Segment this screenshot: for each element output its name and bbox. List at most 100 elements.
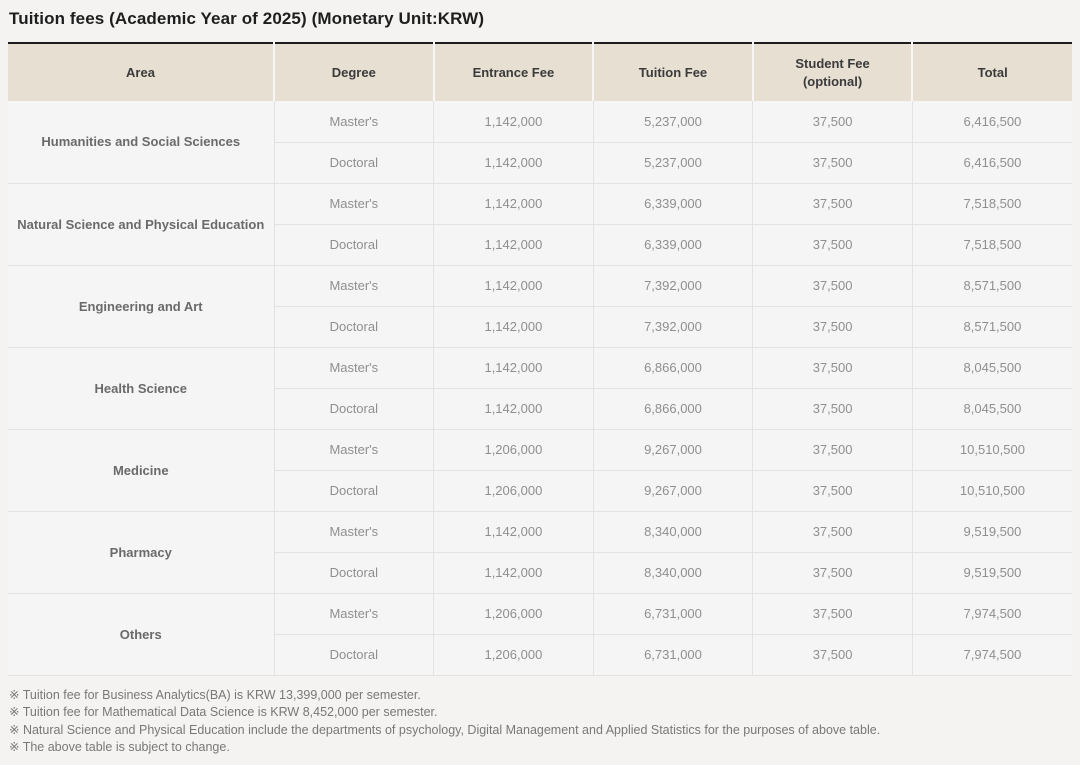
table-row: Engineering and Art Master's 1,142,000 7,39… bbox=[8, 265, 1072, 348]
total-cell: 7,518,500 bbox=[911, 224, 1072, 266]
table-row: Natural Science and Physical Education Ma… bbox=[8, 183, 1072, 266]
student-fee-cell: 37,500 bbox=[752, 634, 913, 676]
tuition-fee-cell: 8,340,000 bbox=[592, 511, 753, 553]
column-header-area: Area bbox=[8, 43, 274, 101]
tuition-fee-cell: 7,392,000 bbox=[592, 306, 753, 348]
total-cell: 6,416,500 bbox=[911, 101, 1072, 143]
table-row: Doctoral 1,206,000 6,731,000 37,500 7,974,50… bbox=[8, 634, 1072, 676]
table-row: Doctoral 1,142,000 6,339,000 37,500 7,518,50… bbox=[8, 224, 1072, 266]
total-cell: 7,974,500 bbox=[911, 593, 1072, 635]
column-header-student-fee: Student Fee (optional) bbox=[751, 43, 913, 101]
student-fee-cell: 37,500 bbox=[752, 101, 913, 143]
table-row: Doctoral 1,142,000 6,866,000 37,500 8,045,50… bbox=[8, 388, 1072, 430]
student-fee-cell: 37,500 bbox=[752, 265, 913, 307]
student-fee-cell: 37,500 bbox=[752, 142, 913, 184]
entrance-fee-cell: 1,206,000 bbox=[433, 429, 594, 471]
footnote: ※ Tuition fee for Mathematical Data Scie… bbox=[9, 705, 438, 719]
tuition-fee-cell: 6,866,000 bbox=[592, 388, 753, 430]
area-cell: Natural Science and Physical Education bbox=[8, 183, 274, 266]
degree-cell: Master's bbox=[273, 593, 434, 635]
footnote: ※ Natural Science and Physical Education… bbox=[9, 722, 881, 737]
column-header-label: Degree bbox=[331, 65, 376, 80]
degree-cell: Master's bbox=[273, 183, 434, 225]
tuition-fee-cell: 6,731,000 bbox=[592, 593, 753, 635]
tuition-fee-table: Area Degree Entrance Fee Tuition Fee Stu… bbox=[8, 42, 1072, 676]
column-header-label: Area bbox=[126, 65, 155, 80]
degree-cell: Master's bbox=[273, 347, 434, 389]
footnotes: ※ Tuition fee for Business Analytics(BA)… bbox=[9, 687, 1072, 757]
table-row: Medicine Master's 1,206,000 9,267,000 37,500… bbox=[8, 429, 1072, 512]
entrance-fee-cell: 1,142,000 bbox=[433, 224, 594, 266]
student-fee-cell: 37,500 bbox=[752, 388, 913, 430]
tuition-fee-cell: 6,866,000 bbox=[592, 347, 753, 389]
area-cell: Others bbox=[8, 593, 274, 676]
tuition-fee-cell: 5,237,000 bbox=[592, 142, 753, 184]
degree-cell: Doctoral bbox=[273, 306, 434, 348]
entrance-fee-cell: 1,206,000 bbox=[433, 593, 594, 635]
entrance-fee-cell: 1,206,000 bbox=[433, 470, 594, 512]
degree-cell: Master's bbox=[273, 265, 434, 307]
entrance-fee-cell: 1,142,000 bbox=[433, 347, 594, 389]
tuition-fee-cell: 9,267,000 bbox=[592, 429, 753, 471]
student-fee-cell: 37,500 bbox=[752, 347, 913, 389]
area-cell: Pharmacy bbox=[8, 511, 274, 594]
fee-table-body: Humanities and Social Sciences Master's 1,… bbox=[8, 101, 1072, 676]
entrance-fee-cell: 1,142,000 bbox=[433, 183, 594, 225]
total-cell: 8,045,500 bbox=[911, 388, 1072, 430]
header-row: Area Degree Entrance Fee Tuition Fee Stu… bbox=[8, 43, 1072, 101]
degree-cell: Doctoral bbox=[273, 552, 434, 594]
entrance-fee-cell: 1,142,000 bbox=[433, 511, 594, 553]
total-cell: 6,416,500 bbox=[911, 142, 1072, 184]
total-cell: 10,510,500 bbox=[911, 429, 1072, 471]
student-fee-cell: 37,500 bbox=[752, 224, 913, 266]
column-header-label: Entrance Fee bbox=[472, 65, 555, 80]
student-fee-cell: 37,500 bbox=[752, 306, 913, 348]
column-header-sublabel: (optional) bbox=[802, 74, 863, 89]
column-header-label: Total bbox=[977, 65, 1008, 80]
tuition-fee-cell: 5,237,000 bbox=[592, 101, 753, 143]
area-cell: Medicine bbox=[8, 429, 274, 512]
footnote: ※ Tuition fee for Business Analytics(BA)… bbox=[9, 687, 421, 702]
degree-cell: Master's bbox=[273, 101, 434, 143]
tuition-fee-cell: 7,392,000 bbox=[592, 265, 753, 307]
student-fee-cell: 37,500 bbox=[752, 429, 913, 471]
entrance-fee-cell: 1,142,000 bbox=[433, 101, 594, 143]
total-cell: 8,571,500 bbox=[911, 306, 1072, 348]
total-cell: 7,974,500 bbox=[911, 634, 1072, 676]
page-title: Tuition fees (Academic Year of 2025) (Mo… bbox=[9, 9, 485, 28]
degree-cell: Master's bbox=[273, 511, 434, 553]
degree-cell: Master's bbox=[273, 429, 434, 471]
student-fee-cell: 37,500 bbox=[752, 593, 913, 635]
table-row: Doctoral 1,142,000 7,392,000 37,500 8,571,50… bbox=[8, 306, 1072, 348]
area-cell: Engineering and Art bbox=[8, 265, 274, 348]
degree-cell: Doctoral bbox=[273, 470, 434, 512]
column-header-label: Tuition Fee bbox=[638, 65, 708, 80]
tuition-fee-cell: 6,339,000 bbox=[592, 183, 753, 225]
area-cell: Health Science bbox=[8, 347, 274, 430]
total-cell: 8,045,500 bbox=[911, 347, 1072, 389]
entrance-fee-cell: 1,142,000 bbox=[433, 265, 594, 307]
entrance-fee-cell: 1,142,000 bbox=[433, 142, 594, 184]
table-row: Others Master's 1,206,000 6,731,000 37,500 7,… bbox=[8, 593, 1072, 676]
total-cell: 9,519,500 bbox=[911, 511, 1072, 553]
tuition-fee-cell: 6,339,000 bbox=[592, 224, 753, 266]
student-fee-cell: 37,500 bbox=[752, 552, 913, 594]
column-header-entrance-fee: Entrance Fee bbox=[432, 43, 594, 101]
entrance-fee-cell: 1,206,000 bbox=[433, 634, 594, 676]
column-header-tuition-fee: Tuition Fee bbox=[592, 43, 753, 101]
student-fee-cell: 37,500 bbox=[752, 470, 913, 512]
column-header-degree: Degree bbox=[273, 43, 434, 101]
student-fee-cell: 37,500 bbox=[752, 511, 913, 553]
degree-cell: Doctoral bbox=[273, 634, 434, 676]
column-header-total: Total bbox=[911, 43, 1072, 101]
footnote: ※ The above table is subject to change. bbox=[9, 740, 230, 754]
table-row: Doctoral 1,206,000 9,267,000 37,500 10,510,5… bbox=[8, 470, 1072, 512]
column-header-label: Student Fee bbox=[795, 56, 870, 71]
degree-cell: Doctoral bbox=[273, 142, 434, 184]
entrance-fee-cell: 1,142,000 bbox=[433, 552, 594, 594]
area-cell: Humanities and Social Sciences bbox=[8, 101, 274, 184]
total-cell: 10,510,500 bbox=[911, 470, 1072, 512]
tuition-fee-cell: 8,340,000 bbox=[592, 552, 753, 594]
table-header: Area Degree Entrance Fee Tuition Fee Stu… bbox=[8, 43, 1072, 101]
student-fee-cell: 37,500 bbox=[752, 183, 913, 225]
